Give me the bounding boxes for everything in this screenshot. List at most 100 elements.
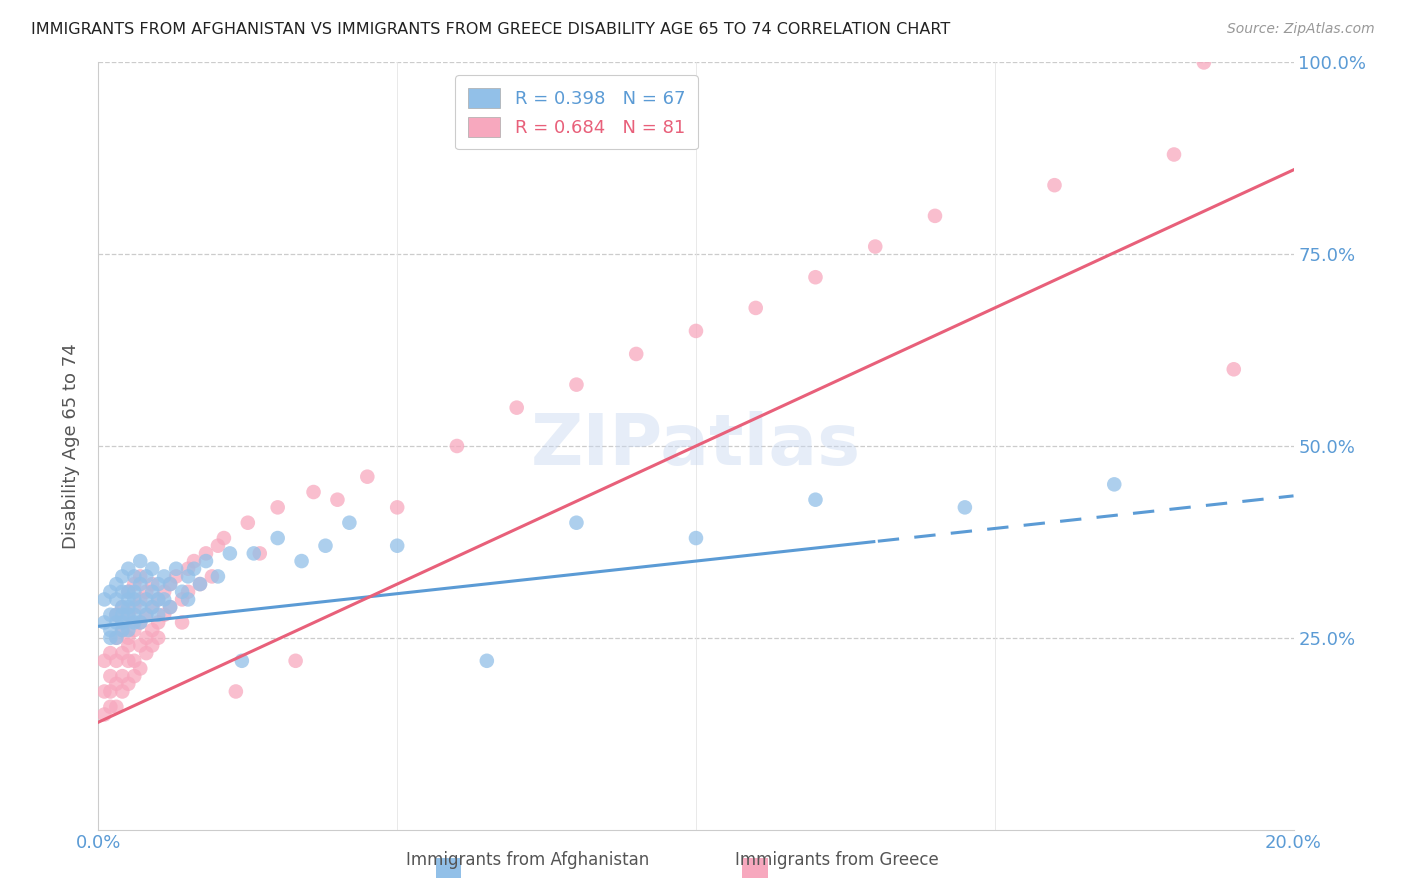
Point	[129, 615, 152, 630]
Point	[129, 577, 152, 591]
Point	[165, 562, 187, 576]
Point	[326, 492, 349, 507]
Point	[98, 623, 122, 637]
Point	[141, 584, 163, 599]
Point	[117, 623, 139, 637]
Point	[117, 677, 139, 691]
Point	[231, 654, 253, 668]
Point	[111, 569, 134, 583]
Point	[188, 577, 211, 591]
Point	[446, 439, 468, 453]
Point	[141, 562, 163, 576]
Point	[105, 607, 128, 622]
Point	[177, 562, 200, 576]
Point	[159, 600, 181, 615]
Point	[124, 584, 146, 599]
Point	[745, 301, 768, 315]
Point	[475, 654, 498, 668]
Point	[135, 607, 157, 622]
Point	[172, 592, 194, 607]
Point	[117, 562, 139, 576]
Point	[111, 684, 134, 698]
Point	[148, 615, 170, 630]
Point	[177, 592, 200, 607]
Point	[93, 592, 115, 607]
Point	[315, 539, 337, 553]
Point	[117, 584, 139, 599]
Point	[105, 607, 128, 622]
Point	[141, 600, 163, 615]
Point	[105, 577, 128, 591]
Text: ZIPatlas: ZIPatlas	[531, 411, 860, 481]
Point	[105, 615, 128, 630]
Point	[129, 600, 152, 615]
Point	[207, 569, 229, 583]
Point	[267, 531, 290, 545]
Point	[105, 699, 128, 714]
Point	[291, 554, 314, 568]
Point	[385, 539, 409, 553]
Point	[804, 270, 827, 285]
Point	[105, 677, 128, 691]
Point	[385, 500, 409, 515]
Point	[117, 607, 139, 622]
Point	[105, 631, 128, 645]
Point	[129, 554, 152, 568]
Point	[165, 569, 187, 583]
Point	[249, 546, 271, 560]
Point	[172, 584, 194, 599]
Point	[124, 569, 146, 583]
Point	[135, 646, 157, 660]
Point	[177, 569, 200, 583]
Point	[93, 615, 115, 630]
Point	[148, 577, 170, 591]
Point	[953, 500, 976, 515]
Text: IMMIGRANTS FROM AFGHANISTAN VS IMMIGRANTS FROM GREECE DISABILITY AGE 65 TO 74 CO: IMMIGRANTS FROM AFGHANISTAN VS IMMIGRANT…	[31, 22, 950, 37]
Point	[105, 592, 128, 607]
Point	[267, 500, 290, 515]
Point	[141, 600, 163, 615]
Point	[111, 584, 134, 599]
Point	[236, 516, 259, 530]
Point	[865, 239, 887, 253]
Point	[188, 577, 211, 591]
Point	[105, 631, 128, 645]
Legend: R = 0.398   N = 67, R = 0.684   N = 81: R = 0.398 N = 67, R = 0.684 N = 81	[456, 75, 697, 149]
Point	[117, 607, 139, 622]
Point	[98, 646, 122, 660]
Point	[98, 699, 122, 714]
Point	[111, 669, 134, 683]
Point	[98, 584, 122, 599]
Point	[124, 592, 146, 607]
Point	[207, 539, 229, 553]
Text: Immigrants from Greece: Immigrants from Greece	[735, 851, 938, 869]
Point	[685, 531, 707, 545]
Point	[117, 592, 139, 607]
Point	[124, 600, 146, 615]
Point	[135, 607, 157, 622]
Point	[506, 401, 529, 415]
Point	[141, 623, 163, 637]
Point	[117, 654, 139, 668]
Point	[159, 577, 181, 591]
Point	[183, 562, 205, 576]
Point	[98, 607, 122, 622]
Text: Source: ZipAtlas.com: Source: ZipAtlas.com	[1227, 22, 1375, 37]
Point	[159, 600, 181, 615]
Point	[225, 684, 247, 698]
Point	[804, 492, 827, 507]
Point	[111, 623, 134, 637]
Point	[195, 554, 218, 568]
Point	[117, 631, 139, 645]
Point	[117, 600, 139, 615]
Point	[111, 607, 134, 622]
Point	[1163, 147, 1185, 161]
Point	[284, 654, 307, 668]
Point	[183, 554, 205, 568]
Point	[339, 516, 361, 530]
Point	[93, 707, 115, 722]
Point	[141, 639, 163, 653]
Point	[148, 631, 170, 645]
Point	[129, 592, 152, 607]
Point	[153, 569, 176, 583]
